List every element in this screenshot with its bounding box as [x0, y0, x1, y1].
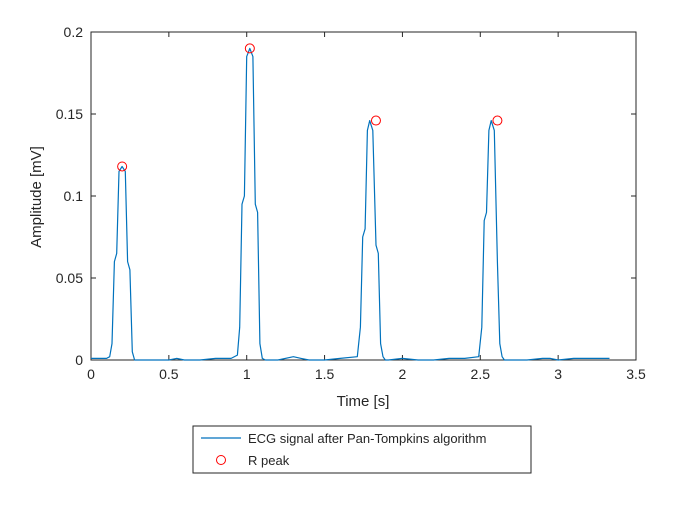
x-tick-label: 2 — [399, 366, 407, 382]
y-tick-label: 0.1 — [64, 188, 84, 204]
ecg-signal-line — [91, 47, 610, 361]
x-tick-label: 1.5 — [315, 366, 335, 382]
x-axis-label: Time [s] — [337, 393, 390, 410]
r-peak-marker — [117, 161, 128, 172]
y-tick-label: 0 — [75, 352, 83, 368]
r-peak-marker — [492, 115, 503, 126]
x-tick-label: 0.5 — [159, 366, 179, 382]
x-tick-label: 0 — [87, 366, 95, 382]
x-tick-label: 2.5 — [471, 366, 491, 382]
plot-area — [91, 43, 610, 361]
legend-marker-swatch — [216, 455, 226, 465]
legend: ECG signal after Pan-Tompkins algorithm R… — [192, 425, 532, 474]
y-tick-label: 0.2 — [64, 24, 84, 40]
x-tick-label: 3.5 — [626, 366, 646, 382]
axes: 0 0.5 1 1.5 2 2.5 3 3.5 0 0.05 0.1 0.15 0.2 — [56, 24, 646, 382]
x-tick-label: 1 — [243, 366, 251, 382]
legend-label-ecg: ECG signal after Pan-Tompkins algorithm — [248, 431, 486, 446]
legend-box — [192, 425, 532, 474]
y-tick-label: 0.05 — [56, 270, 83, 286]
x-tick-label: 3 — [554, 366, 562, 382]
r-peak-marker — [370, 115, 381, 126]
y-tick-label: 0.15 — [56, 106, 83, 122]
legend-label-r-peak: R peak — [248, 453, 290, 468]
y-axis-label: Amplitude [mV] — [28, 146, 45, 248]
r-peak-marker — [244, 43, 255, 54]
